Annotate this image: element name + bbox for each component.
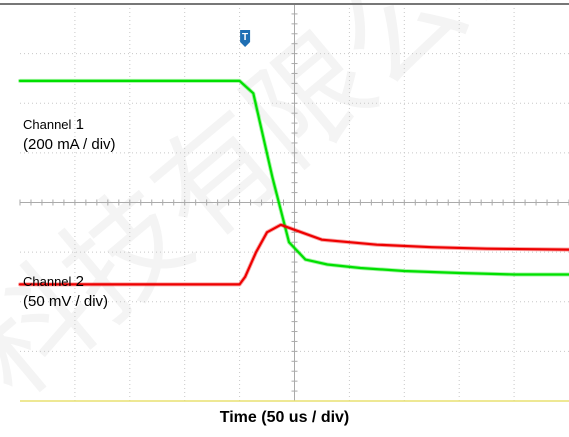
channel-2-number: 2 bbox=[75, 273, 84, 290]
trigger-marker-box bbox=[240, 30, 251, 42]
center-axes bbox=[19, 3, 569, 402]
channel-1-number: 1 bbox=[75, 116, 84, 133]
channel-2-trace bbox=[18, 223, 569, 286]
channel-2-annotation: Channel 2 (50 mV / div) bbox=[23, 272, 108, 312]
channel-1-annotation: Channel 1 (200 mA / div) bbox=[23, 115, 116, 155]
channel-1-trace bbox=[18, 79, 569, 276]
channel-2-scale: (50 mV / div) bbox=[23, 293, 109, 310]
trigger-marker: T bbox=[240, 30, 251, 47]
traces bbox=[18, 78, 569, 287]
watermark: 科技有限公司 bbox=[0, 0, 569, 424]
channel-1-word: Channel bbox=[23, 117, 72, 132]
trigger-marker-arrow bbox=[240, 42, 251, 47]
x-axis-label: Time (50 us / div) bbox=[219, 409, 350, 426]
channel-1-scale: (200 mA / div) bbox=[23, 136, 116, 153]
trigger-marker-label: T bbox=[242, 32, 248, 43]
channel-2-word: Channel bbox=[23, 274, 72, 289]
